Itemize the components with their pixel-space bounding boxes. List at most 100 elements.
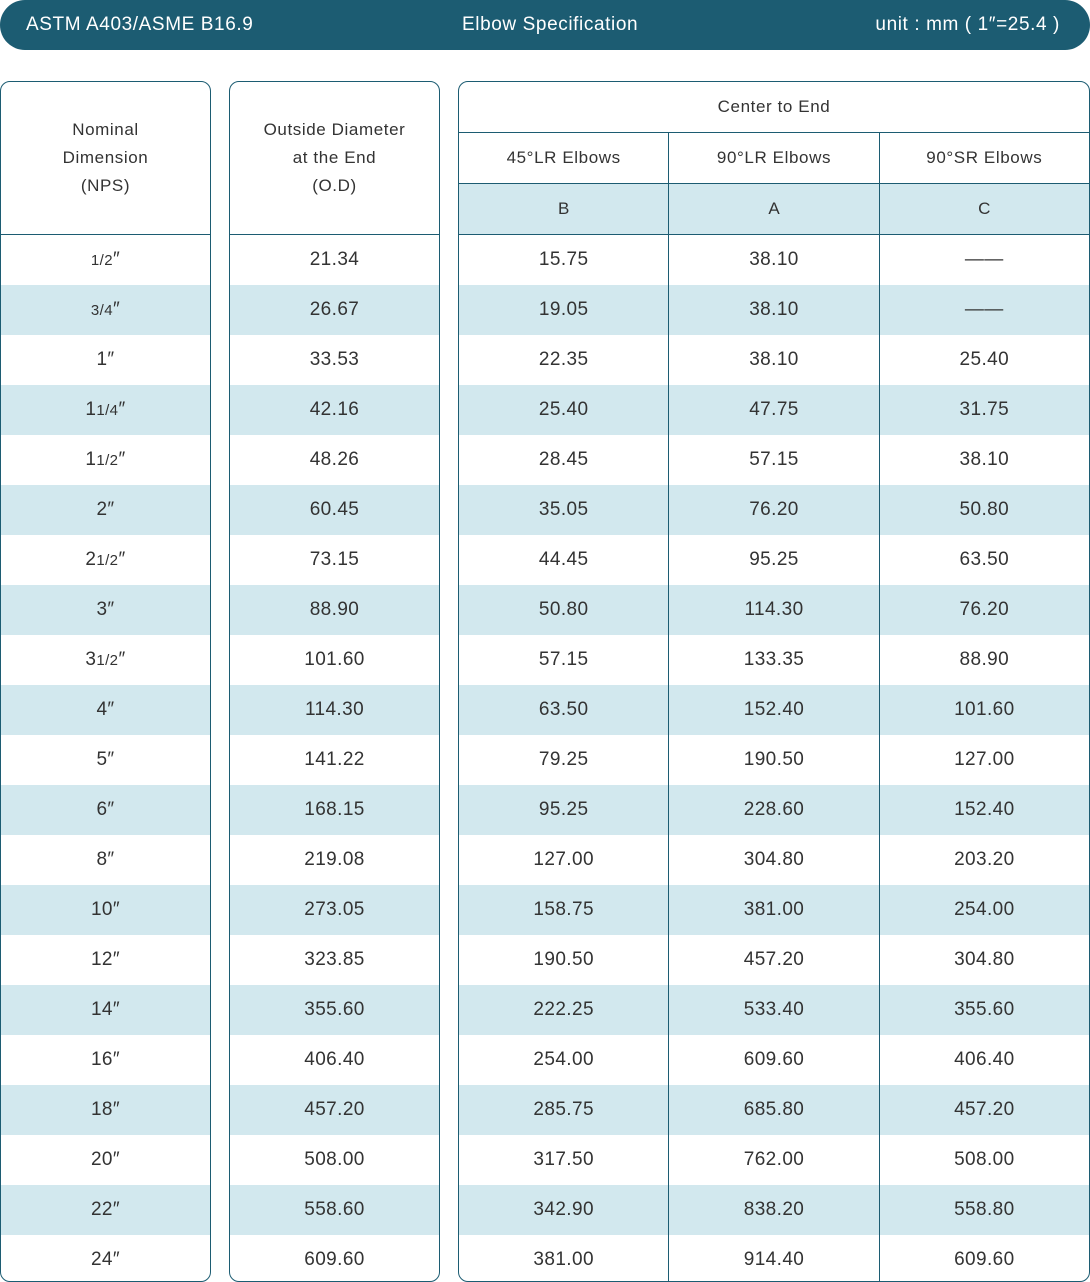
ce-45lr-cell: 127.00 [533, 849, 594, 870]
od-cell: 558.60 [304, 1199, 365, 1220]
ce-45lr-cell: 285.75 [533, 1099, 594, 1120]
nps-cell: 20″ [90, 1149, 121, 1170]
table-row: 457.20 [230, 1085, 439, 1135]
ce-45lr-cell: 25.40 [538, 399, 589, 420]
table-row: 18″ [1, 1085, 210, 1135]
ce-90sr-cell: 457.20 [878, 1085, 1089, 1135]
nps-cell: 1 1/4 ″ [85, 399, 126, 420]
ce-90lr-cell: 152.40 [668, 685, 878, 735]
od-cell: 273.05 [304, 899, 365, 920]
nps-cell: 14″ [90, 999, 121, 1020]
header-90lr: 90°LR Elbows [668, 133, 878, 183]
ce-90sr-cell: 609.60 [878, 1235, 1089, 1281]
ce-90sr-cell: 38.10 [878, 435, 1089, 485]
table-row: 342.90 838.20 558.80 [459, 1185, 1089, 1235]
ce-90lr-cell: 914.40 [668, 1235, 878, 1281]
ce-90lr-cell: 114.30 [668, 585, 878, 635]
od-cell: 323.85 [304, 949, 365, 970]
ce-90lr-cell: 133.35 [668, 635, 878, 685]
od-rows: 21.34 26.67 33.53 42.16 48.26 60.45 73.15 88.90… [230, 235, 439, 1281]
od-cell: 355.60 [304, 999, 365, 1020]
table-row: 73.15 [230, 535, 439, 585]
od-cell: 609.60 [304, 1249, 365, 1270]
ce-45lr-cell: 19.05 [538, 299, 589, 320]
ce-45lr-cell: 44.45 [538, 549, 589, 570]
table-row: 44.45 95.25 63.50 [459, 535, 1089, 585]
od-cell: 33.53 [309, 349, 360, 370]
table-row: 141.22 [230, 735, 439, 785]
nps-cell: 3 1/2 ″ [85, 649, 126, 670]
table-row: 21.34 [230, 235, 439, 285]
ce-90sr-cell: 355.60 [878, 985, 1089, 1035]
od-cell: 48.26 [309, 449, 360, 470]
table-row: 3 1/2 ″ [1, 635, 210, 685]
od-cell: 508.00 [304, 1149, 365, 1170]
ce-45lr-cell: 158.75 [533, 899, 594, 920]
dimension-letter-row: B A C [459, 184, 1089, 235]
unit-label: unit : mm ( 1″=25.4 ) [875, 14, 1060, 35]
table-row: 42.16 [230, 385, 439, 435]
table-row: 355.60 [230, 985, 439, 1035]
od-cell: 141.22 [304, 749, 365, 770]
table-row: 16″ [1, 1035, 210, 1085]
letter-c: C [878, 184, 1089, 234]
table-row: 285.75 685.80 457.20 [459, 1085, 1089, 1135]
table-row: 19.05 38.10 —— [459, 285, 1089, 335]
title-banner: ASTM A403/ASME B16.9 Elbow Specification… [0, 0, 1090, 50]
ce-45lr-cell: 95.25 [538, 799, 589, 820]
standard-label: ASTM A403/ASME B16.9 [26, 14, 254, 35]
ce-90sr-cell: 254.00 [878, 885, 1089, 935]
ce-90lr-cell: 47.75 [668, 385, 878, 435]
nps-cell: 16″ [90, 1049, 121, 1070]
od-cell: 88.90 [309, 599, 360, 620]
table-row: 1″ [1, 335, 210, 385]
od-header: Outside Diameter at the End (O.D) [230, 82, 439, 235]
nps-header-line: (NPS) [80, 176, 131, 195]
table-row: 1/2 ″ [1, 235, 210, 285]
od-header-line: Outside Diameter [263, 120, 406, 139]
ce-45lr-cell: 35.05 [538, 499, 589, 520]
table-row: 158.75 381.00 254.00 [459, 885, 1089, 935]
table-row: 60.45 [230, 485, 439, 535]
ce-90lr-cell: 304.80 [668, 835, 878, 885]
table-row: 33.53 [230, 335, 439, 385]
od-cell: 26.67 [309, 299, 360, 320]
ce-45lr-cell: 342.90 [533, 1199, 594, 1220]
table-row: 219.08 [230, 835, 439, 885]
table-row: 5″ [1, 735, 210, 785]
table-row: 609.60 [230, 1235, 439, 1281]
nps-cell: 8″ [96, 849, 115, 870]
table-row: 28.45 57.15 38.10 [459, 435, 1089, 485]
table-row: 12″ [1, 935, 210, 985]
ce-90lr-cell: 838.20 [668, 1185, 878, 1235]
ce-45lr-cell: 79.25 [538, 749, 589, 770]
nps-cell: 1/2 ″ [90, 249, 121, 270]
table-row: 168.15 [230, 785, 439, 835]
header-90sr: 90°SR Elbows [878, 133, 1089, 183]
table-row: 8″ [1, 835, 210, 885]
ce-90sr-cell: 63.50 [878, 535, 1089, 585]
header-45lr: 45°LR Elbows [506, 148, 621, 167]
ce-45lr-cell: 15.75 [538, 249, 589, 270]
ce-90sr-cell: 558.80 [878, 1185, 1089, 1235]
od-cell: 101.60 [304, 649, 365, 670]
table-row: 114.30 [230, 685, 439, 735]
table-row: 24″ [1, 1235, 210, 1281]
table-row: 317.50 762.00 508.00 [459, 1135, 1089, 1185]
nps-header-line: Nominal [72, 120, 139, 139]
nps-cell: 5″ [96, 749, 115, 770]
table-row: 406.40 [230, 1035, 439, 1085]
table-row: 101.60 [230, 635, 439, 685]
table-row: 4″ [1, 685, 210, 735]
table-row: 14″ [1, 985, 210, 1035]
nps-cell: 2 1/2 ″ [85, 549, 126, 570]
elbow-type-header-row: 45°LR Elbows 90°LR Elbows 90°SR Elbows [459, 133, 1089, 184]
od-cell: 406.40 [304, 1049, 365, 1070]
ce-90lr-cell: 190.50 [668, 735, 878, 785]
table-row: 222.25 533.40 355.60 [459, 985, 1089, 1035]
nps-cell: 4″ [96, 699, 115, 720]
table-row: 2″ [1, 485, 210, 535]
ce-90lr-cell: 95.25 [668, 535, 878, 585]
ce-45lr-cell: 381.00 [533, 1249, 594, 1270]
ce-90sr-cell: 25.40 [878, 335, 1089, 385]
